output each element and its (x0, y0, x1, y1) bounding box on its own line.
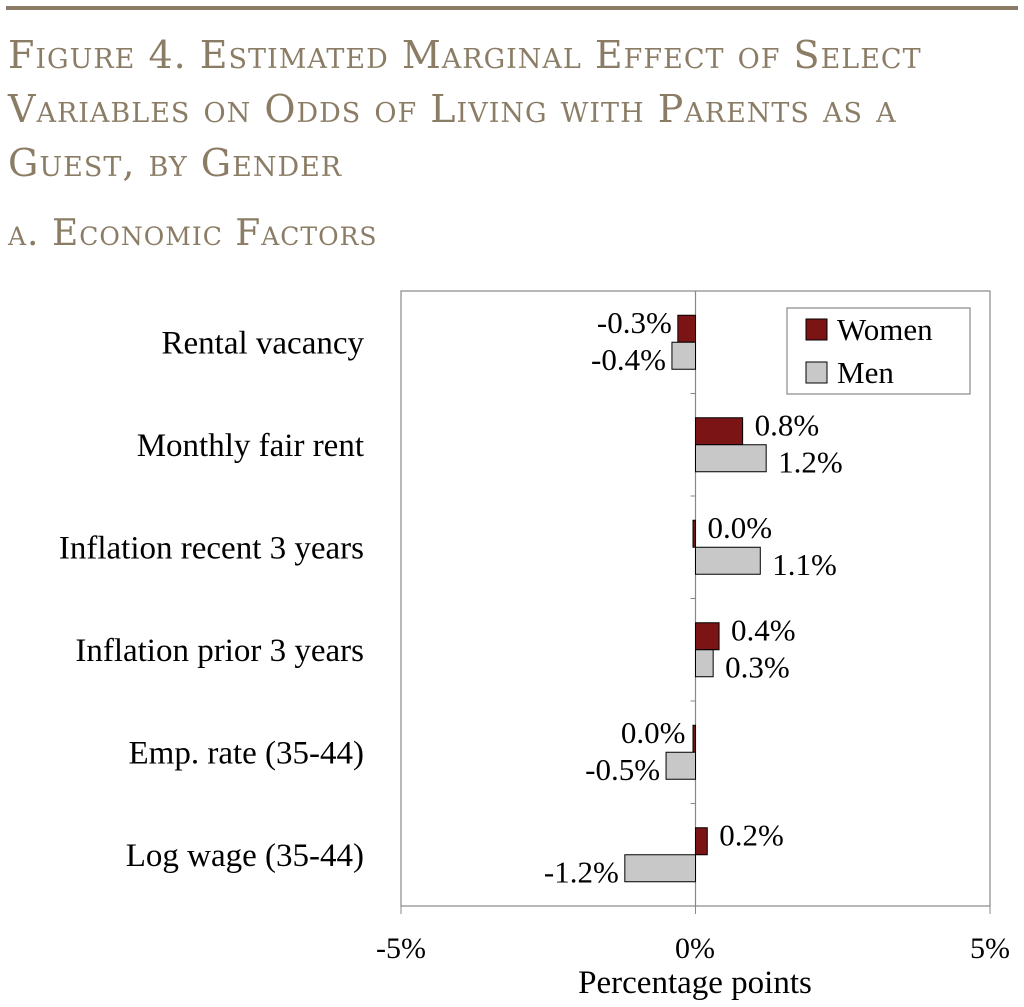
x-tick-label-max: 5% (970, 932, 1010, 965)
bar-women (692, 519, 696, 548)
category-label: Inflation recent 3 years (59, 530, 364, 566)
legend-swatch-men (805, 361, 828, 384)
category-label: Emp. rate (35-44) (129, 735, 365, 771)
figure-title: Figure 4. Estimated Marginal Effect of S… (8, 33, 922, 185)
data-label-women: 0.0% (708, 510, 773, 545)
data-label-women: 0.2% (719, 817, 784, 852)
data-label-women: 0.0% (621, 715, 686, 750)
data-label-men: 1.2% (778, 444, 843, 479)
panel-title: a. Economic Factors (8, 213, 378, 254)
legend: Women Men (786, 307, 971, 395)
data-label-women: 0.8% (755, 407, 820, 442)
data-label-men: -0.5% (585, 752, 660, 787)
bar-women (695, 827, 708, 856)
bar-women (695, 622, 720, 651)
bar-men (671, 341, 697, 370)
data-label-men: 0.3% (725, 649, 790, 684)
bar-men (695, 546, 761, 575)
data-label-women: 0.4% (731, 612, 796, 647)
x-axis-label: Percentage points (578, 965, 812, 1001)
legend-swatch-women (805, 318, 828, 341)
x-tick-label-min: -5% (376, 932, 426, 965)
data-label-men: -0.4% (591, 342, 666, 377)
data-label-women: -0.3% (597, 305, 672, 340)
data-label-men: 1.1% (772, 547, 837, 582)
bar-women (677, 314, 697, 343)
top-rule (6, 6, 1018, 10)
bar-men (695, 649, 714, 678)
bar-men (665, 751, 696, 780)
category-label: Inflation prior 3 years (75, 633, 364, 669)
bar-women (695, 417, 744, 446)
bar-women (692, 724, 696, 753)
category-label: Rental vacancy (162, 325, 365, 361)
bar-men (624, 854, 697, 883)
data-label-men: -1.2% (544, 854, 619, 889)
category-label: Log wage (35-44) (126, 838, 364, 874)
legend-label-men: Men (837, 355, 894, 390)
x-tick-label-zero: 0% (675, 932, 715, 965)
legend-label-women: Women (837, 312, 933, 347)
bar-men (695, 444, 767, 473)
category-label: Monthly fair rent (137, 428, 364, 464)
